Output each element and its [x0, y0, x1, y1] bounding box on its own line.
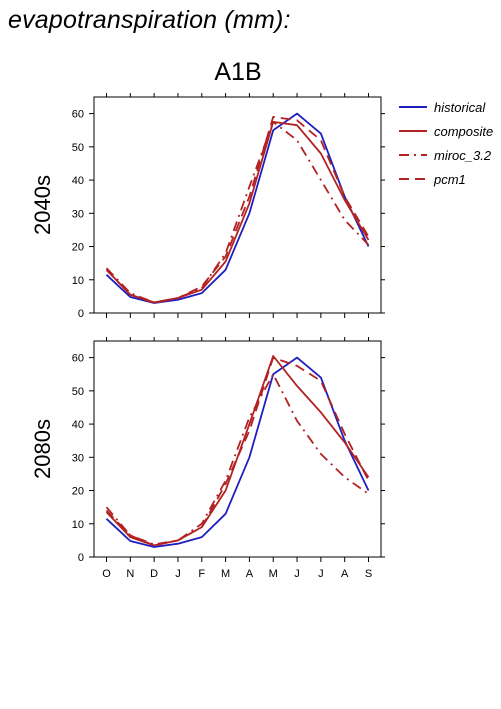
x-tick-label: M: [221, 568, 230, 580]
legend-swatch: [399, 178, 427, 180]
y-tick-label: 40: [72, 419, 84, 431]
y-tick-label: 50: [72, 142, 84, 154]
series-line-miroc-3-2: [105, 373, 370, 546]
chart-panel-2080s: 0 10 20 30 40 50 60 O N D J F M A M J J A S 2080s: [30, 337, 385, 580]
x-tick-label: J: [318, 568, 324, 580]
x-tick-label: J: [175, 568, 181, 580]
x-tick-label: O: [102, 568, 111, 580]
legend-swatch: [399, 154, 427, 156]
x-tick-label: F: [198, 568, 205, 580]
panel-label: 2040s: [30, 175, 55, 235]
legend-item: composite: [398, 119, 501, 143]
y-tick-label: 20: [72, 242, 84, 254]
legend-label: composite: [434, 123, 494, 139]
y-tick-label: 60: [72, 353, 84, 365]
y-tick-label: 0: [78, 308, 84, 320]
chart-panel-2040s: 0 10 20 30 40 50 60 2040s: [30, 93, 385, 320]
page-title: evapotranspiration (mm):: [8, 6, 291, 34]
x-tick-label: J: [294, 568, 300, 580]
plot-frame: [93, 96, 382, 314]
scenario-title: A1B: [214, 58, 261, 86]
legend: historical composite miroc_3.2 pcm1: [398, 95, 501, 191]
y-tick-label: 60: [72, 109, 84, 121]
series-line-historical: [105, 356, 370, 548]
y-tick-label: 20: [72, 486, 84, 498]
legend-item: miroc_3.2: [398, 143, 501, 167]
y-tick-label: 0: [78, 552, 84, 564]
y-tick-label: 50: [72, 386, 84, 398]
x-tick-label: M: [269, 568, 278, 580]
series-line-miroc-3-2: [105, 121, 370, 304]
y-tick-label: 30: [72, 452, 84, 464]
series-line-pcm1: [105, 116, 370, 304]
series-line-composite: [105, 355, 370, 547]
legend-label: pcm1: [434, 171, 466, 187]
x-tick-label: S: [365, 568, 372, 580]
legend-label: historical: [434, 99, 486, 115]
x-tick-label: A: [246, 568, 254, 580]
legend-item: historical: [398, 95, 501, 119]
x-tick-label: A: [341, 568, 349, 580]
plot-frame: [93, 340, 382, 558]
y-tick-label: 40: [72, 175, 84, 187]
x-tick-label: N: [126, 568, 134, 580]
panel-label: 2080s: [30, 419, 55, 479]
series-line-composite: [105, 121, 370, 304]
legend-label: miroc_3.2: [434, 147, 492, 163]
x-tick-label: D: [150, 568, 158, 580]
y-tick-label: 10: [72, 519, 84, 531]
series-line-historical: [105, 112, 370, 304]
series-line-pcm1: [105, 356, 370, 547]
legend-swatch: [399, 130, 427, 132]
chart-panels: 0 10 20 30 40 50 60 2040s 0 10 20 30 40 50 60 O N D J F M A M J…: [30, 93, 385, 580]
y-tick-label: 30: [72, 208, 84, 220]
legend-swatch: [399, 106, 427, 108]
legend-item: pcm1: [398, 167, 501, 191]
y-tick-label: 10: [72, 275, 84, 287]
